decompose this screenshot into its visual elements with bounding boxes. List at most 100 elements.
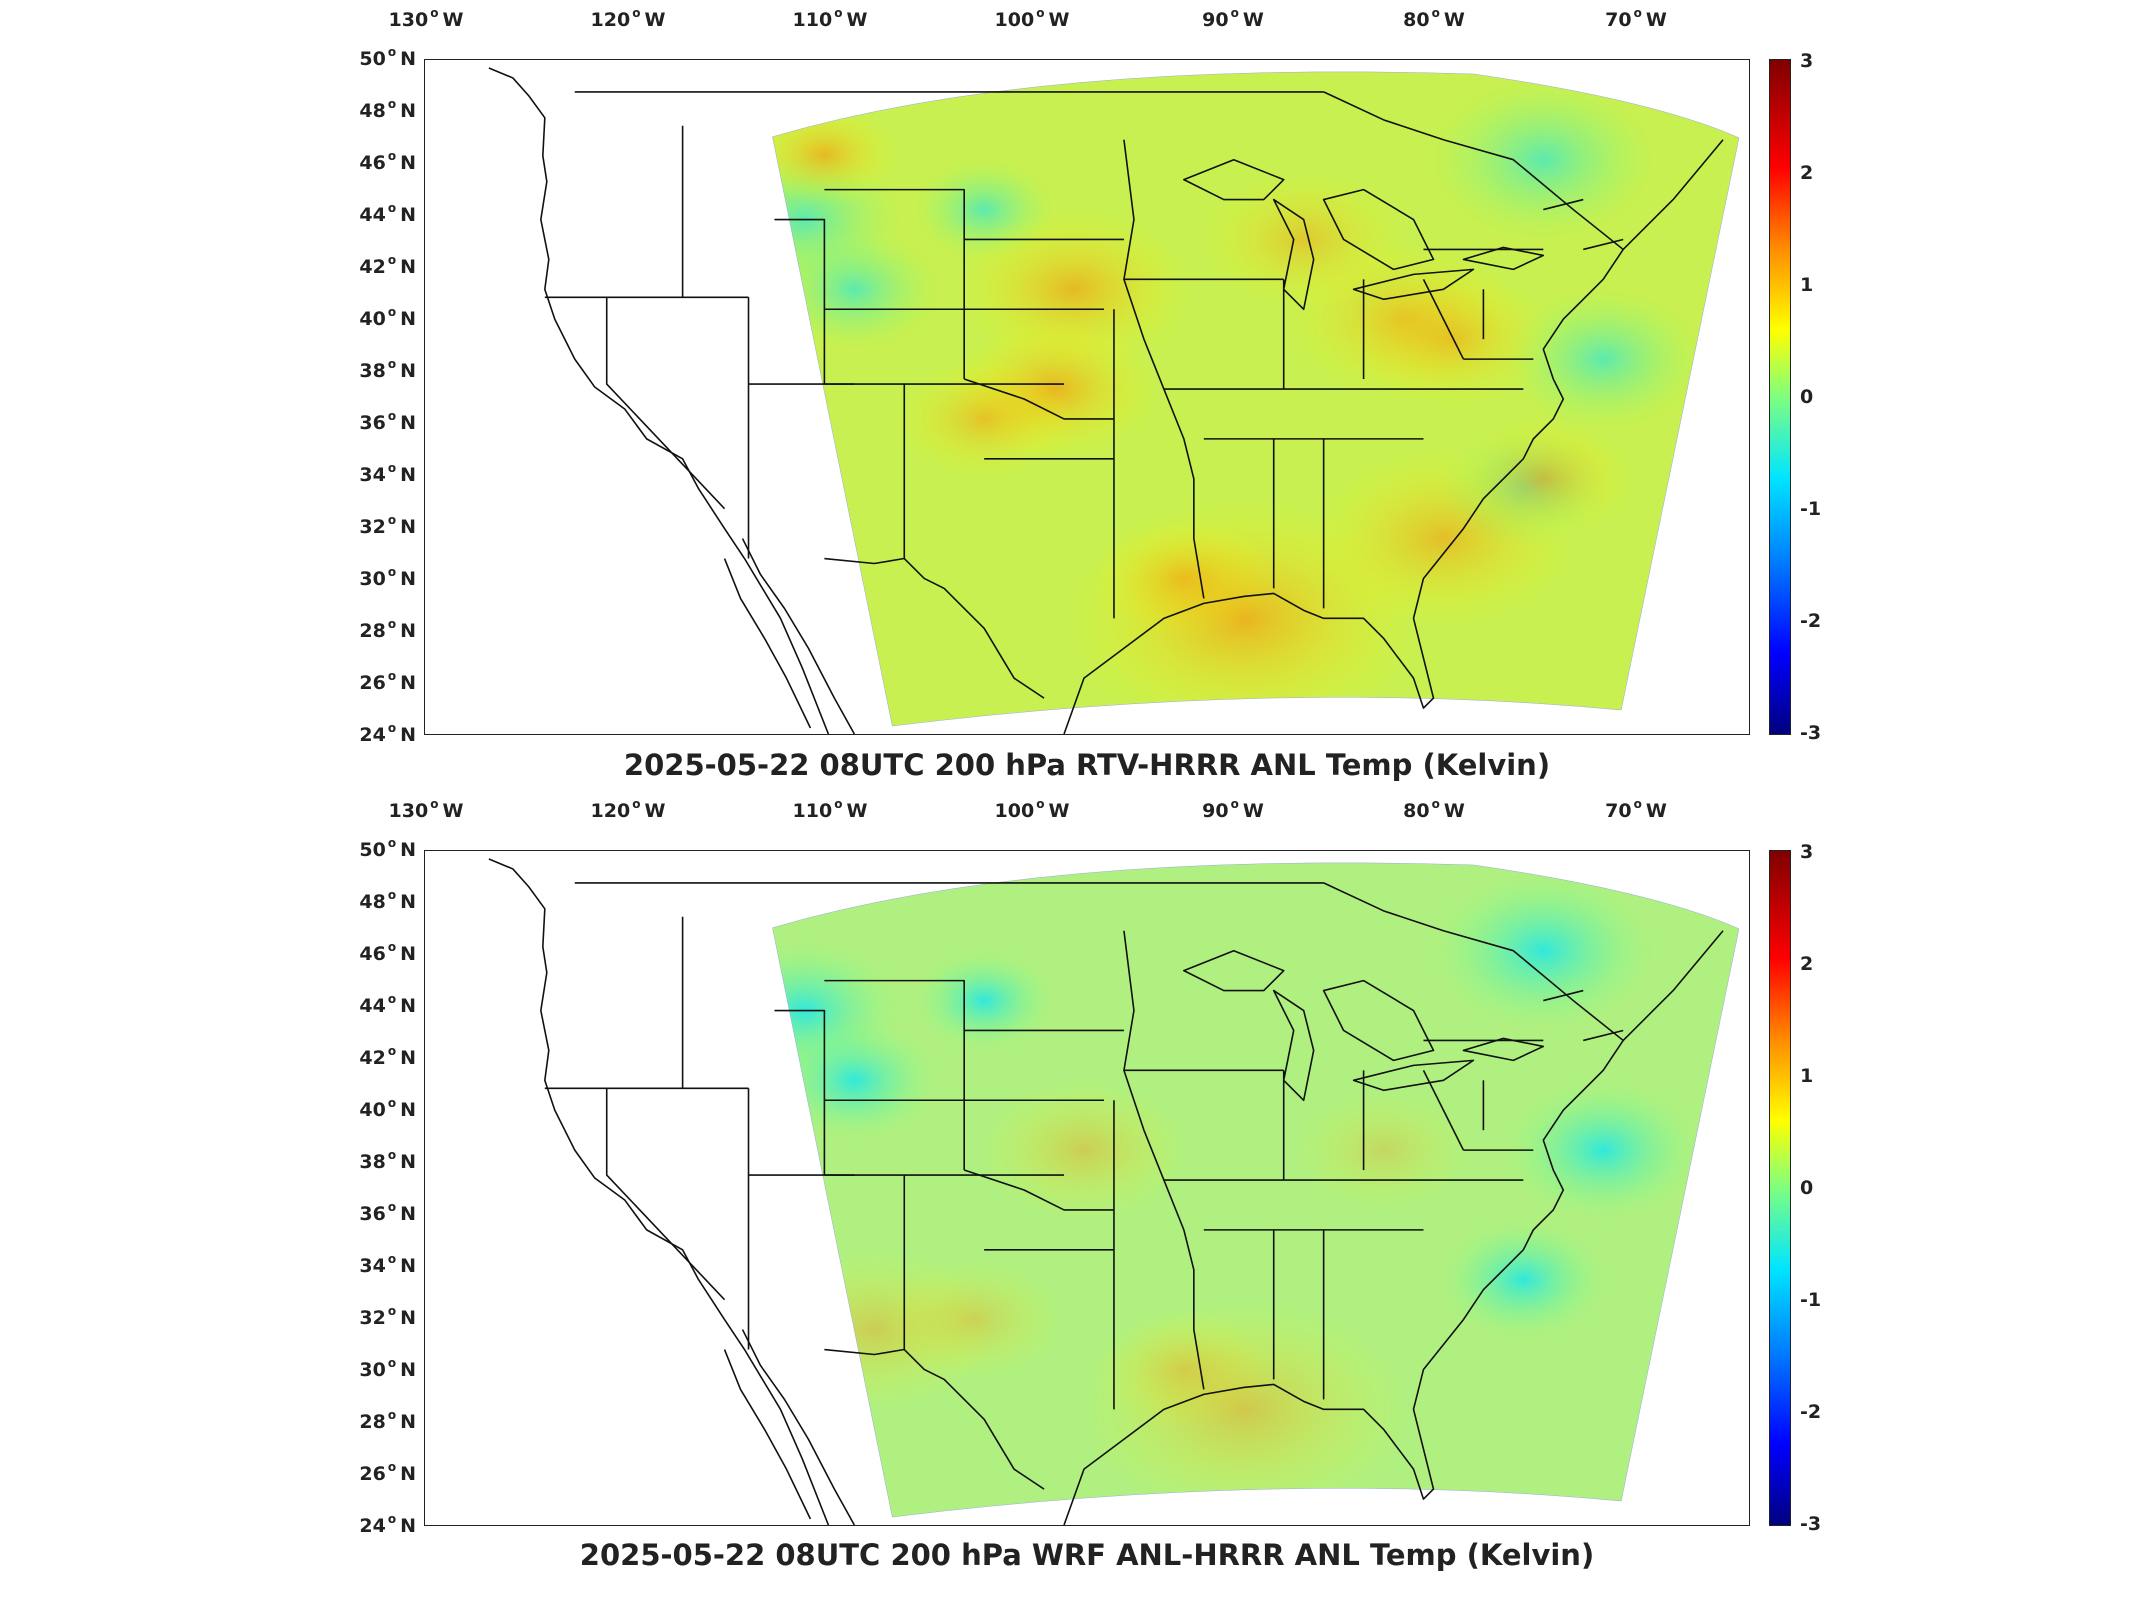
longitude-label: 70 o W xyxy=(1605,6,1667,31)
boundaries xyxy=(488,858,1724,1525)
map-plot-area xyxy=(424,850,1750,1526)
colorbar-tick-label: -3 xyxy=(1800,722,1822,744)
boundary-line xyxy=(1063,248,1624,734)
colorbar xyxy=(1769,59,1791,735)
boundary-line xyxy=(605,1088,726,1301)
boundary-line xyxy=(1422,278,1465,360)
latitude-label: 42 o N xyxy=(359,1044,416,1069)
boundary-line xyxy=(1272,989,1315,1102)
latitude-label: 26 o N xyxy=(359,669,416,694)
latitude-label: 48 o N xyxy=(359,888,416,913)
boundary-line xyxy=(963,1169,1114,1211)
boundary-line xyxy=(1543,989,1584,1002)
longitude-label: 80 o W xyxy=(1403,797,1465,822)
longitude-label: 100 o W xyxy=(994,797,1070,822)
temperature-field xyxy=(772,71,1740,727)
boundary-line xyxy=(1323,882,1724,1042)
longitude-label: 130 o W xyxy=(388,6,464,31)
boundary-line xyxy=(824,557,1045,699)
longitude-label: 130 o W xyxy=(388,797,464,822)
boundary-line xyxy=(488,67,830,734)
latitude-label: 44 o N xyxy=(359,201,416,226)
boundary-line xyxy=(1543,198,1584,211)
latitude-label: 30 o N xyxy=(359,1356,416,1381)
map-plot-area xyxy=(424,59,1750,735)
boundary-line xyxy=(488,858,830,1525)
latitude-label: 34 o N xyxy=(359,461,416,486)
boundary-line xyxy=(1583,1029,1624,1042)
latitude-label: 40 o N xyxy=(359,305,416,330)
boundary-line xyxy=(741,1329,856,1525)
latitude-label: 28 o N xyxy=(359,1408,416,1433)
colorbar xyxy=(1769,850,1791,1526)
boundary-line xyxy=(1323,91,1724,251)
boundary-line xyxy=(1352,268,1475,301)
boundary-line xyxy=(1322,188,1435,271)
latitude-label: 50 o N xyxy=(359,45,416,70)
longitude-label: 110 o W xyxy=(792,797,868,822)
boundary-line xyxy=(824,979,965,1171)
longitude-label: 110 o W xyxy=(792,6,868,31)
longitude-label: 90 o W xyxy=(1202,6,1264,31)
boundary-line xyxy=(1352,1059,1475,1092)
colorbar-tick-label: 2 xyxy=(1800,162,1814,184)
colorbar-tick-label: 3 xyxy=(1800,50,1814,72)
domain-outline xyxy=(772,71,1740,727)
latitude-label: 42 o N xyxy=(359,253,416,278)
latitude-label: 38 o N xyxy=(359,357,416,382)
boundary-line xyxy=(824,188,965,380)
latitude-label: 32 o N xyxy=(359,1304,416,1329)
latitude-label: 44 o N xyxy=(359,992,416,1017)
latitude-label: 28 o N xyxy=(359,617,416,642)
boundary-line xyxy=(605,297,726,510)
colorbar-tick-label: -1 xyxy=(1800,1289,1822,1311)
boundary-line xyxy=(963,378,1114,420)
latitude-label: 24 o N xyxy=(359,721,416,746)
colorbar-tick-label: -3 xyxy=(1800,1513,1822,1535)
longitude-label: 70 o W xyxy=(1605,797,1667,822)
colorbar-tick-label: 2 xyxy=(1800,953,1814,975)
latitude-label: 48 o N xyxy=(359,97,416,122)
boundary-line xyxy=(741,538,856,734)
boundary-line xyxy=(1462,1037,1545,1062)
boundary-line xyxy=(723,558,812,729)
latitude-label: 46 o N xyxy=(359,149,416,174)
colorbar-tick-label: -1 xyxy=(1800,498,1822,520)
colorbar-tick-label: 3 xyxy=(1800,841,1814,863)
colorbar-tick-label: 1 xyxy=(1800,1065,1814,1087)
longitude-label: 120 o W xyxy=(590,797,666,822)
colorbar-tick-label: 0 xyxy=(1800,1177,1814,1199)
longitude-label: 100 o W xyxy=(994,6,1070,31)
map-canvas xyxy=(488,858,1740,1525)
colorbar-tick-label: 1 xyxy=(1800,274,1814,296)
temperature-field xyxy=(772,862,1740,1518)
boundaries xyxy=(488,67,1724,734)
domain-outline xyxy=(772,862,1740,1518)
boundary-line xyxy=(774,1009,826,1176)
latitude-label: 46 o N xyxy=(359,940,416,965)
panel-title: 2025-05-22 08UTC 200 hPa RTV-HRRR ANL Te… xyxy=(623,748,1551,782)
latitude-label: 50 o N xyxy=(359,836,416,861)
map-canvas xyxy=(488,67,1740,734)
boundary-line xyxy=(723,1349,812,1520)
boundary-line xyxy=(1063,1039,1624,1525)
latitude-label: 32 o N xyxy=(359,513,416,538)
boundary-line xyxy=(824,1348,1045,1490)
latitude-label: 24 o N xyxy=(359,1512,416,1537)
latitude-label: 30 o N xyxy=(359,565,416,590)
latitude-label: 34 o N xyxy=(359,1252,416,1277)
colorbar-tick-label: 0 xyxy=(1800,386,1814,408)
latitude-label: 36 o N xyxy=(359,409,416,434)
latitude-label: 38 o N xyxy=(359,1148,416,1173)
latitude-label: 40 o N xyxy=(359,1096,416,1121)
boundary-line xyxy=(1422,1069,1465,1151)
boundary-line xyxy=(1462,246,1545,271)
longitude-label: 90 o W xyxy=(1202,797,1264,822)
boundary-line xyxy=(1183,158,1285,201)
latitude-label: 36 o N xyxy=(359,1200,416,1225)
panel-title: 2025-05-22 08UTC 200 hPa WRF ANL-HRRR AN… xyxy=(579,1538,1595,1572)
longitude-label: 120 o W xyxy=(590,6,666,31)
boundary-line xyxy=(1322,979,1435,1062)
colorbar-tick-label: -2 xyxy=(1800,1401,1822,1423)
boundary-line xyxy=(1272,198,1315,311)
